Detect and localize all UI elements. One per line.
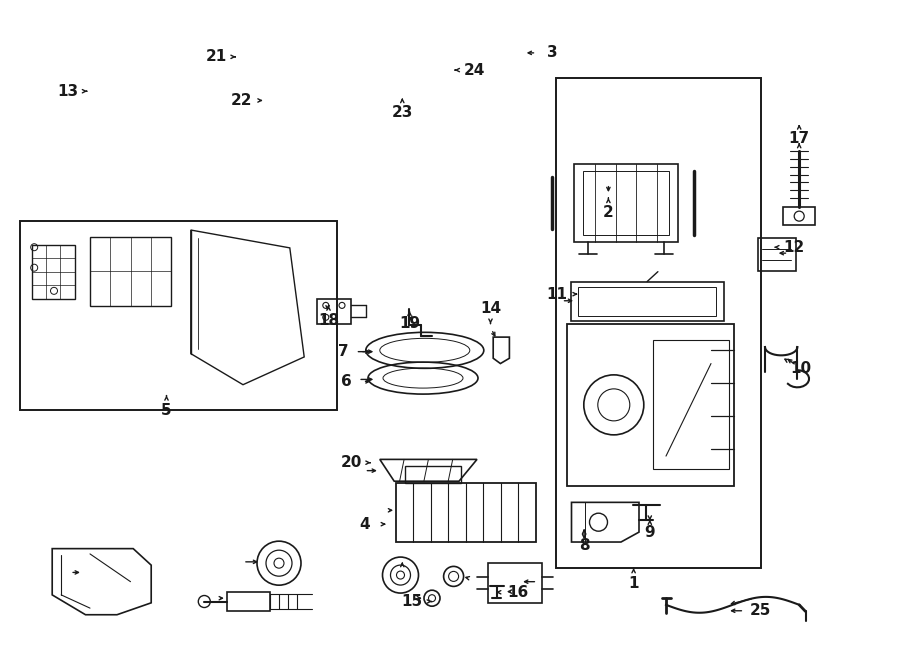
Text: 12: 12 <box>783 240 805 254</box>
Text: 21: 21 <box>205 50 227 64</box>
Bar <box>583 171 669 235</box>
Bar <box>783 207 815 225</box>
Bar <box>758 238 796 271</box>
Text: 16: 16 <box>507 585 528 600</box>
Text: 24: 24 <box>464 63 485 77</box>
Text: 18: 18 <box>318 313 339 328</box>
Text: 10: 10 <box>790 362 812 376</box>
Text: 5: 5 <box>161 403 172 418</box>
Bar <box>405 466 461 483</box>
Bar <box>567 324 734 486</box>
Bar <box>90 237 171 306</box>
Text: 3: 3 <box>547 46 558 60</box>
Text: 25: 25 <box>750 603 771 618</box>
Text: 23: 23 <box>392 105 413 120</box>
Text: 20: 20 <box>340 455 362 470</box>
Bar <box>317 299 351 324</box>
Bar <box>20 221 337 410</box>
Bar <box>578 287 716 316</box>
Text: 17: 17 <box>788 132 810 146</box>
Text: 19: 19 <box>399 317 420 331</box>
Text: 8: 8 <box>579 538 590 553</box>
Bar <box>32 245 75 299</box>
Bar <box>556 78 761 568</box>
Bar <box>488 563 542 603</box>
Text: 2: 2 <box>603 206 614 220</box>
Bar <box>571 282 724 321</box>
Bar <box>574 164 678 242</box>
Bar <box>652 340 729 469</box>
Text: 1: 1 <box>628 576 639 590</box>
Text: 9: 9 <box>644 525 655 540</box>
Text: 22: 22 <box>230 93 252 108</box>
Text: 15: 15 <box>401 594 423 609</box>
Text: 14: 14 <box>480 301 501 316</box>
Text: 6: 6 <box>341 374 352 389</box>
Text: 7: 7 <box>338 344 349 359</box>
Bar <box>227 592 270 611</box>
Text: 11: 11 <box>546 287 568 301</box>
Bar <box>396 483 536 542</box>
Text: 4: 4 <box>359 517 370 531</box>
Text: 13: 13 <box>57 84 78 98</box>
